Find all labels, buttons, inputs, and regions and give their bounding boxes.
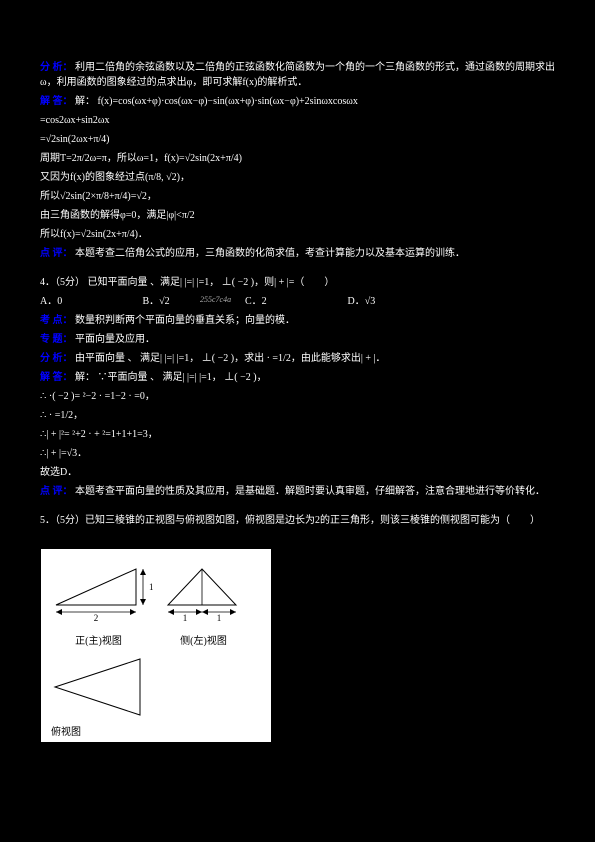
jieda2-line-2: ∴ · =1/2，: [40, 408, 555, 423]
jieda2-intro: 解：: [75, 372, 95, 383]
q4-options: A．0 B．√2 C．2 D．√3: [40, 294, 555, 309]
jieda-label: 解 答：: [40, 96, 73, 107]
views-top-row: 2 1 正(主)视图 1: [41, 557, 271, 647]
seg2-arrow-r-icon: [230, 609, 236, 615]
jieda-line-5: 所以√2sin(2×π/8+π/4)=√2，: [40, 189, 555, 204]
q4-cond: 、满足| |=| |=1， ⊥( −2 )，则| + |=（ ）: [150, 277, 334, 288]
q4-fenxi: 分 析： 由平面向量 、 满足| |=| |=1， ⊥( −2 )，求出 · =…: [40, 351, 555, 366]
front-view-svg: 2 1: [41, 557, 156, 632]
fenxi2-label: 分 析：: [40, 353, 73, 364]
q4-jieda: 解 答： 解： ∵平面向量 、 满足| |=| |=1， ⊥( −2 )，: [40, 370, 555, 385]
q4-opt-a: A．0: [40, 294, 140, 309]
jieda-line-6: 由三角函数的解得φ=0，满足|φ|<π/2: [40, 208, 555, 223]
jieda-line-4: 又因为f(x)的图象经过点(π/8, √2)，: [40, 170, 555, 185]
top-view-cell: 俯视图: [45, 651, 271, 738]
dianping-block: 点 评： 本题考查二倍角公式的应用，三角函数的化简求值，考查计算能力以及基本运算…: [40, 246, 555, 261]
jieda-block: 解 答： 解： f(x)=cos(ωx+φ)·cos(ωx−φ)−sin(ωx+…: [40, 94, 555, 109]
front-view-cell: 2 1 正(主)视图: [41, 557, 156, 647]
base-label: 2: [94, 613, 99, 623]
jieda2-line-1: ∴ ·( −2 )= ²−2 · =1−2 · =0，: [40, 389, 555, 404]
seg1-label: 1: [183, 613, 188, 623]
arrow-up-icon: [140, 569, 146, 575]
math-solution-page: 分 析： 利用二倍角的余弦函数以及二倍角的正弦函数化简函数为一个角的一个三角函数…: [0, 0, 595, 783]
jieda2-line-3: ∴| + |²= ²+2 · + ²=1+1+1=3，: [40, 427, 555, 442]
q4-zhuanti: 专 题： 平面向量及应用．: [40, 332, 555, 347]
jieda2-line-0: ∵平面向量 、 满足| |=| |=1， ⊥( −2 )，: [98, 372, 267, 383]
seg1-arrow-r-icon: [196, 609, 202, 615]
arrow-right-icon: [130, 609, 136, 615]
q4-kaodian: 考 点： 数量积判断两个平面向量的垂直关系；向量的模．: [40, 313, 555, 328]
jieda2-line-5: 故选D．: [40, 465, 555, 480]
kaodian-label: 考 点：: [40, 315, 73, 326]
jieda-intro: 解：: [75, 96, 95, 107]
dianping-text: 本题考查二倍角公式的应用，三角函数的化简求值，考查计算能力以及基本运算的训练．: [75, 248, 465, 259]
zhuanti-text: 平面向量及应用．: [75, 334, 155, 345]
q4-dianping: 点 评： 本题考查平面向量的性质及其应用，是基础题．解题时要认真审题，仔细解答，…: [40, 484, 555, 499]
fenxi-block: 分 析： 利用二倍角的余弦函数以及二倍角的正弦函数化简函数为一个角的一个三角函数…: [40, 60, 555, 90]
jieda-line-1: =cos2ωx+sin2ωx: [40, 113, 555, 128]
side-view-label: 侧(左)视图: [180, 632, 227, 647]
seg2-arrow-l-icon: [202, 609, 208, 615]
q4-stem-text: 已知平面向量: [88, 277, 148, 288]
height-label: 1: [149, 582, 154, 592]
jieda2-label: 解 答：: [40, 372, 73, 383]
q4-opt-d: D．√3: [348, 294, 448, 309]
jieda-line-2: =√2sin(2ωx+π/4): [40, 132, 555, 147]
top-view-label: 俯视图: [51, 723, 81, 738]
seg2-label: 1: [217, 613, 222, 623]
fenxi2-text: 由平面向量 、 满足| |=| |=1， ⊥( −2 )，求出 · =1/2，由…: [75, 353, 385, 364]
dianping2-label: 点 评：: [40, 486, 73, 497]
jieda-line-7: 所以f(x)=√2sin(2x+π/4)．: [40, 227, 555, 242]
q4-stem: 4．（5分） 已知平面向量 、满足| |=| |=1， ⊥( −2 )，则| +…: [40, 275, 555, 290]
three-view-figure: 2 1 正(主)视图 1: [40, 548, 272, 743]
front-view-label: 正(主)视图: [75, 632, 122, 647]
q5-stem: 5．（5分）已知三棱锥的正视图与俯视图如图，俯视图是边长为2的正三角形，则该三棱…: [40, 513, 555, 528]
kaodian-text: 数量积判断两个平面向量的垂直关系；向量的模．: [75, 315, 295, 326]
jieda-line-3: 周期T=2π/2ω=π，所以ω=1，f(x)=√2sin(2x+π/4): [40, 151, 555, 166]
front-triangle: [56, 569, 136, 605]
dianping2-text: 本题考查平面向量的性质及其应用，是基础题．解题时要认真审题，仔细解答，注意合理地…: [75, 486, 545, 497]
watermark-text: 255c7c4a: [200, 295, 231, 304]
dianping-label: 点 评：: [40, 248, 73, 259]
jieda2-line-4: ∴| + |=√3．: [40, 446, 555, 461]
top-triangle: [55, 659, 140, 715]
zhuanti-label: 专 题：: [40, 334, 73, 345]
arrow-down-icon: [140, 599, 146, 605]
fenxi-text: 利用二倍角的余弦函数以及二倍角的正弦函数化简函数为一个角的一个三角函数的形式，通…: [40, 62, 555, 88]
side-view-svg: 1 1: [156, 557, 251, 632]
jieda-line-0: f(x)=cos(ωx+φ)·cos(ωx−φ)−sin(ωx+φ)·sin(ω…: [98, 96, 358, 107]
q4-num: 4．（5分）: [40, 277, 85, 288]
side-view-cell: 1 1 侧(左)视图: [156, 557, 251, 647]
fenxi-label: 分 析：: [40, 62, 73, 73]
seg1-arrow-l-icon: [168, 609, 174, 615]
arrow-left-icon: [56, 609, 62, 615]
top-view-svg: [45, 651, 155, 723]
q4-opt-c: C．2: [245, 294, 345, 309]
